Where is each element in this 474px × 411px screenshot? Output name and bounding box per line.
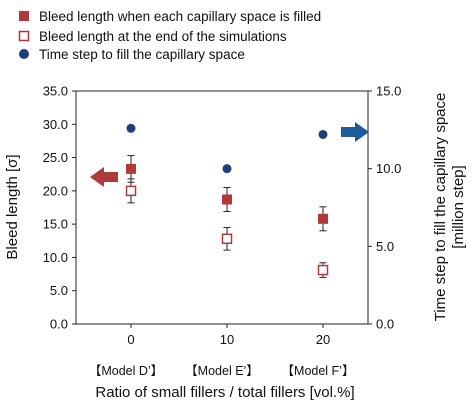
left-tick-label: 20.0	[43, 183, 68, 198]
right-axis-arrow	[341, 122, 369, 142]
point-open-square	[125, 185, 137, 197]
model-label: 【Model D’】	[89, 364, 163, 378]
left-tick-label: 15.0	[43, 217, 68, 232]
y-axis-left-title: Bleed length [σ]	[4, 154, 21, 259]
left-tick-label: 30.0	[43, 117, 68, 132]
point-circle	[126, 123, 136, 133]
point-circle	[222, 164, 232, 174]
right-tick-label: 10.0	[376, 161, 401, 176]
right-tick-label: 5.0	[376, 239, 394, 254]
left-axis-ticks: 0.0 5.0 10.0 15.0 20.0 25.0 30.0 35.0	[43, 84, 76, 332]
x-axis-ticks: 0 【Model D’】 10 【Model E’】 20 【Model F’】	[89, 324, 355, 378]
legend-marker-filled-square	[19, 11, 29, 21]
legend-marker-open-square	[18, 30, 30, 42]
x-tick-label: 0	[127, 332, 134, 347]
plot-area	[75, 90, 369, 325]
legend-marker-circle	[19, 49, 29, 59]
legend-label-1: Bleed length when each capillary space i…	[39, 9, 321, 24]
model-label: 【Model E’】	[185, 364, 259, 378]
left-tick-label: 35.0	[43, 84, 68, 99]
x-tick-label: 20	[316, 332, 330, 347]
point-filled-square	[318, 213, 328, 224]
point-filled-square	[126, 163, 136, 174]
right-tick-label: 0.0	[376, 317, 394, 332]
right-tick-label: 15.0	[376, 84, 401, 99]
left-axis-arrow	[90, 167, 118, 187]
left-tick-label: 10.0	[43, 250, 68, 265]
model-label: 【Model F’】	[282, 364, 355, 378]
x-axis-title: Ratio of small fillers / total fillers […	[95, 384, 354, 401]
y-axis-right-title-line2: [million step]	[450, 165, 467, 248]
point-open-square	[317, 264, 329, 276]
point-open-square	[221, 233, 233, 245]
data-marks	[125, 123, 329, 278]
point-filled-square	[222, 194, 232, 205]
point-circle	[318, 129, 328, 139]
left-tick-label: 5.0	[50, 283, 68, 298]
x-tick-label: 10	[220, 332, 234, 347]
legend-label-3: Time step to fill the capillary space	[39, 47, 245, 62]
legend-label-2: Bleed length at the end of the simulatio…	[39, 29, 287, 44]
legend: Bleed length when each capillary space i…	[18, 9, 321, 62]
right-axis-ticks: 0.0 5.0 10.0 15.0	[368, 84, 401, 332]
left-tick-label: 25.0	[43, 150, 68, 165]
left-tick-label: 0.0	[50, 317, 68, 332]
y-axis-right-title-line1: Time step to fill the capillary space	[432, 93, 449, 322]
